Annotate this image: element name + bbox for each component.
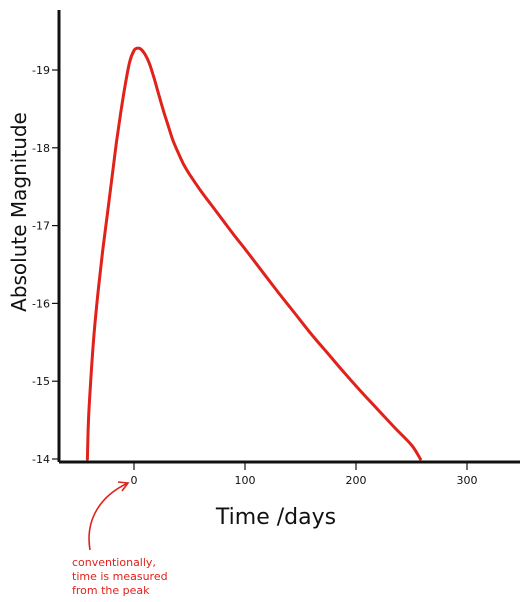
- y-axis-title: Absolute Magnitude: [7, 112, 31, 312]
- y-tick-label: -17: [32, 220, 50, 233]
- axes: [57, 10, 520, 464]
- x-tick-label: 0: [131, 474, 138, 487]
- y-tick-label: -14: [32, 453, 50, 466]
- series-layer: [85, 46, 422, 461]
- y-tick-label: -19: [32, 64, 50, 77]
- annotation-arrow: [88, 482, 129, 551]
- annotation-line-2: time is measured: [72, 570, 168, 583]
- annotation-line-3: from the peak: [72, 584, 150, 597]
- y-tick-label: -18: [32, 142, 50, 155]
- light-curve-series-line: [85, 46, 422, 461]
- x-axis-title: Time /days: [215, 505, 336, 530]
- x-tick-label: 300: [457, 474, 478, 487]
- y-tick-label: -16: [32, 297, 50, 310]
- annotation-arrowhead: [117, 481, 130, 492]
- y-ticks: -19 -18 -17 -16 -15 -14: [32, 64, 59, 466]
- y-tick-label: -15: [32, 375, 50, 388]
- x-tick-label: 200: [346, 474, 367, 487]
- x-ticks: 0 100 200 300: [131, 462, 478, 487]
- annotation-line-1: conventionally,: [72, 556, 156, 569]
- x-tick-label: 100: [235, 474, 256, 487]
- annotation: conventionally, time is measured from th…: [72, 481, 168, 597]
